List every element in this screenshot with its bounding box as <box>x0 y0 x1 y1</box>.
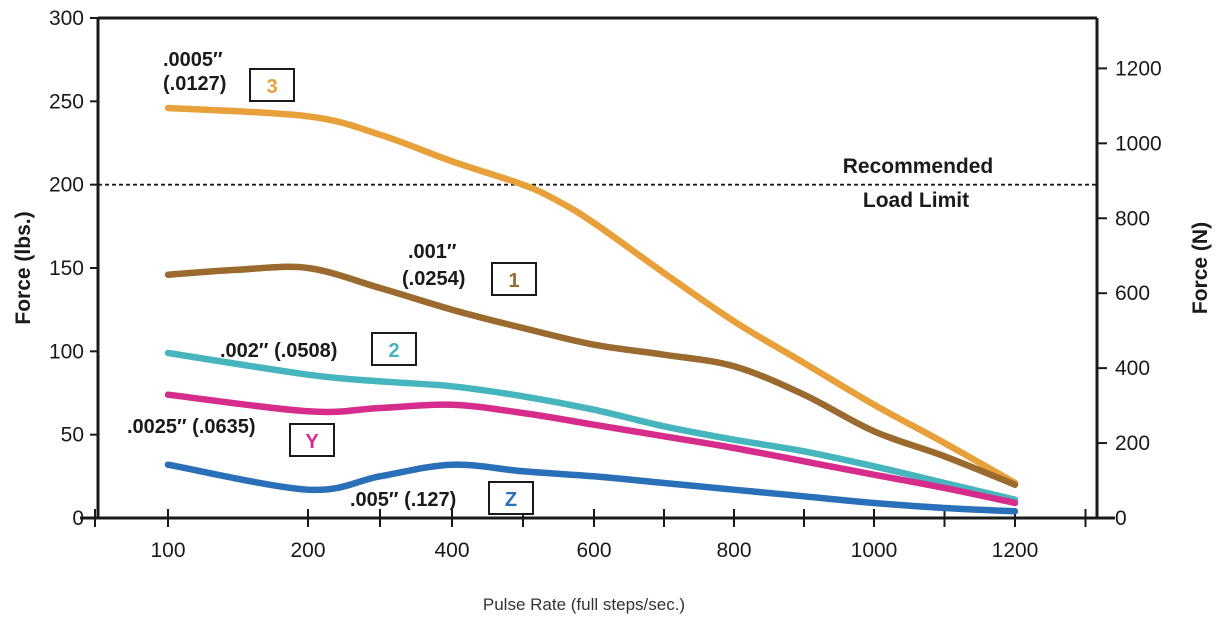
recommended-load-limit: Recommended Load Limit <box>98 155 1097 212</box>
annotation-1-line1: .001″ <box>408 241 457 263</box>
y-left-tick-label: 0 <box>72 507 84 530</box>
y-right-tick-label: 200 <box>1115 432 1150 455</box>
x-tick-label: 400 <box>434 539 469 562</box>
annotation-2-line1: .002″ (.0508) <box>220 340 337 362</box>
series-annotations: .0005″(.0127) 3 .001″ (.0254) 1 .002″ (.0508)… <box>127 49 537 515</box>
series-badge-label-3: 3 <box>266 76 277 98</box>
y-right-tick-label: 1200 <box>1115 57 1162 80</box>
series-line-3 <box>164 104 1019 487</box>
y-left-tick-label: 150 <box>49 257 84 280</box>
annotation-z-line1: .005″ (.127) <box>350 489 456 511</box>
y-left-tick-label: 50 <box>61 424 84 447</box>
x-tick-label: 1200 <box>992 539 1039 562</box>
series-badge-label-1: 1 <box>508 270 519 292</box>
y-left-tick-label: 100 <box>49 340 84 363</box>
series-line-y <box>164 391 1019 507</box>
y-right-tick-label: 1000 <box>1115 132 1162 155</box>
y-axis-left-title: Force (lbs.) <box>12 211 35 324</box>
series-line-2 <box>164 349 1019 503</box>
series-badge-label-z: Z <box>505 489 517 511</box>
y-left-tick-label: 250 <box>49 90 84 113</box>
x-tick-label: 600 <box>576 539 611 562</box>
y-left-tick-label: 200 <box>49 174 84 197</box>
series-badge-3 <box>249 68 295 102</box>
x-tick-label: 800 <box>716 539 751 562</box>
x-tick-label: 1000 <box>851 539 898 562</box>
y-right-tick-label: 0 <box>1115 507 1127 530</box>
series-line-z <box>164 461 1019 515</box>
series-badge-label-2: 2 <box>388 340 399 362</box>
series-line-1 <box>164 263 1019 488</box>
x-tick-label: 200 <box>290 539 325 562</box>
y-axis-right-title: Force (N) <box>1189 222 1212 314</box>
series-badge-label-y: Y <box>305 431 319 453</box>
annotation-y-line1: .0025″ (.0635) <box>127 416 256 438</box>
recommended-load-limit-label-line1: Recommended <box>843 155 994 178</box>
series-badge-y <box>289 423 335 457</box>
annotation-1-line2: (.0254) <box>402 268 465 290</box>
annotation-3-line2: (.0127) <box>163 73 226 95</box>
annotation-3-line1: .0005″ <box>163 49 223 71</box>
x-axis-title: Pulse Rate (full steps/sec.) <box>483 595 685 614</box>
x-tick-label: 100 <box>150 539 185 562</box>
y-right-tick-label: 400 <box>1115 357 1150 380</box>
y-left-tick-label: 300 <box>49 7 84 30</box>
y-right-tick-label: 600 <box>1115 282 1150 305</box>
y-right-tick-label: 800 <box>1115 207 1150 230</box>
recommended-load-limit-label-line2: Load Limit <box>863 189 969 212</box>
axis-ticks: 0501001502002503000200400600800100012001… <box>49 7 1162 562</box>
series-badge-1 <box>491 262 537 296</box>
series-lines <box>164 104 1019 515</box>
series-badge-2 <box>371 332 417 366</box>
series-badge-z <box>488 481 534 515</box>
